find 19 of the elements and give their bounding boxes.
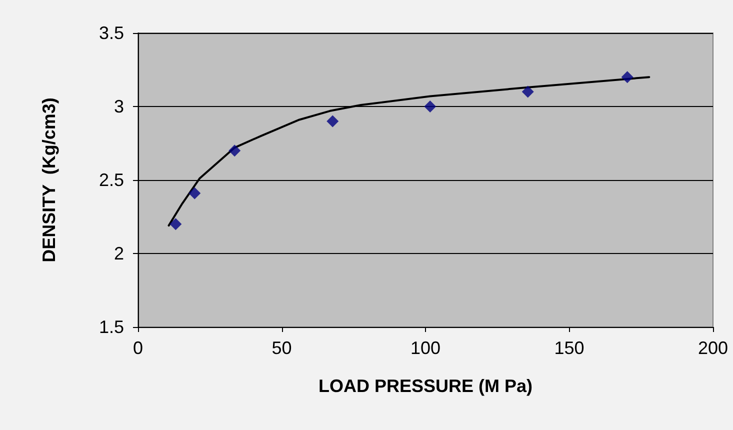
point bbox=[621, 71, 634, 84]
point bbox=[424, 100, 436, 112]
y-tick-label: 3 bbox=[114, 96, 124, 116]
point bbox=[188, 187, 201, 200]
y-tick-label: 2 bbox=[114, 244, 124, 264]
point bbox=[326, 115, 339, 128]
x-tick-label: 100 bbox=[410, 338, 441, 358]
point bbox=[228, 144, 241, 157]
point bbox=[522, 86, 534, 98]
x-tick-label: 0 bbox=[132, 338, 144, 358]
x-tick-label: 150 bbox=[554, 338, 584, 358]
point bbox=[170, 218, 182, 230]
x-tick-label: 200 bbox=[698, 338, 728, 358]
x-tick-label: 50 bbox=[272, 338, 292, 358]
x-axis-title: LOAD PRESSURE (M Pa) bbox=[318, 376, 533, 396]
y-tick-label: 2.5 bbox=[98, 170, 124, 190]
y-axis-title: DENSITY (Kg/cm3) bbox=[39, 98, 59, 262]
y-tick-label: 1.5 bbox=[98, 317, 124, 337]
y-tick-label: 3.5 bbox=[98, 23, 124, 43]
